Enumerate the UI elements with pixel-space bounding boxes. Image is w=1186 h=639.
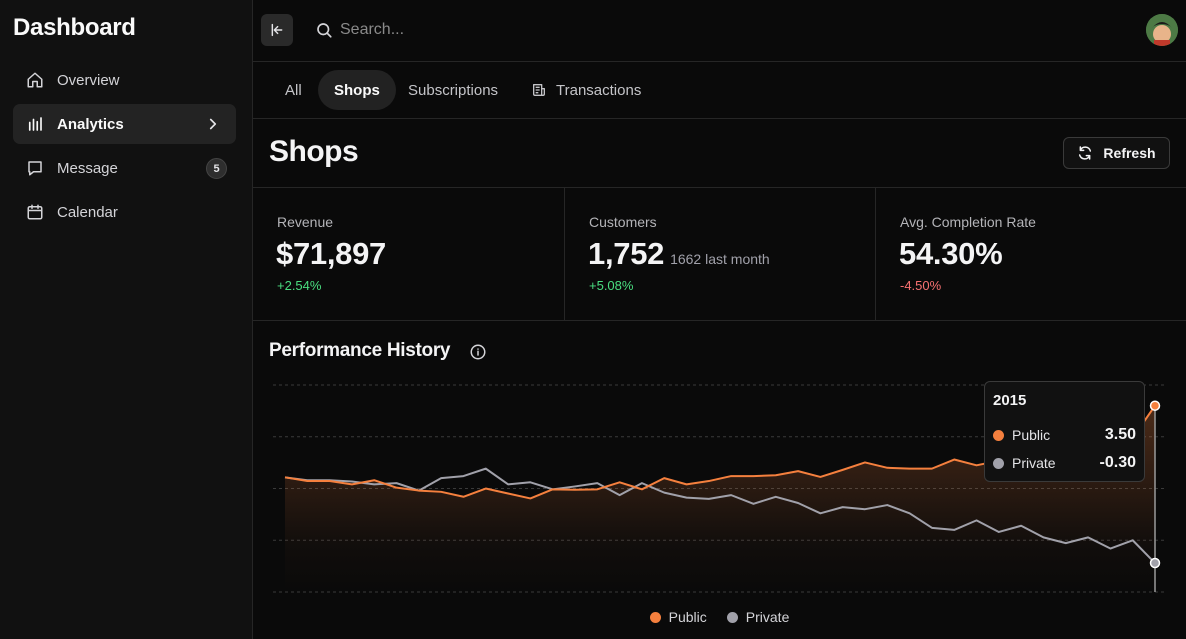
calendar-icon (26, 203, 44, 221)
tab-shops[interactable]: Shops (318, 70, 396, 110)
private-point-marker (1149, 557, 1161, 569)
legend-item-private[interactable]: Private (726, 609, 790, 625)
public-dot-icon (649, 611, 661, 623)
stat-subtext: 1662 last month (670, 251, 770, 267)
bar-chart-icon (26, 115, 44, 133)
tab-subscriptions[interactable]: Subscriptions (392, 70, 514, 110)
sidebar-item-label: Overview (57, 71, 120, 89)
message-count-badge: 5 (206, 158, 227, 179)
tooltip-series-value: 3.50 (1104, 426, 1136, 443)
stat-label: Revenue (277, 214, 334, 230)
stat-value: 1,752 1662 last month (588, 236, 770, 272)
stat-value-number: 1,752 (588, 236, 665, 271)
tab-label: Transactions (556, 81, 642, 99)
page-header: Shops Refresh (253, 119, 1186, 188)
home-icon (26, 71, 44, 89)
info-icon[interactable] (469, 343, 487, 361)
legend-label: Public (668, 609, 707, 625)
section-title: Performance History (269, 340, 451, 361)
tab-label: All (285, 81, 302, 99)
refresh-label: Refresh (1103, 145, 1156, 161)
sidebar-item-label: Message (57, 159, 118, 177)
tab-label: Subscriptions (408, 81, 499, 99)
page-title: Shops (269, 135, 359, 168)
tab-label: Shops (334, 81, 380, 99)
stat-card-completion-rate: Avg. Completion Rate 54.30% -4.50% (876, 188, 1186, 321)
tooltip-series-value: -0.30 (1099, 454, 1136, 471)
public-dot-icon (993, 429, 1004, 441)
topbar (253, 0, 1186, 62)
sidebar-item-label: Analytics (57, 115, 124, 133)
stat-label: Avg. Completion Rate (900, 214, 1036, 230)
tooltip-row-private: Private -0.30 (993, 449, 1136, 477)
stat-delta: +2.54% (277, 278, 322, 293)
sidebar-item-message[interactable]: Message 5 (13, 148, 236, 188)
legend-item-public[interactable]: Public (649, 609, 707, 625)
tab-bar: All Shops Subscriptions Transactions (253, 62, 1186, 119)
sidebar-nav: Overview Analytics Message 5 Calendar (13, 60, 236, 236)
stat-delta: -4.50% (900, 278, 942, 293)
sidebar: Dashboard Overview Analytics Message 5 (0, 0, 253, 639)
stat-card-revenue: Revenue $71,897 +2.54% (253, 188, 565, 321)
sidebar-item-calendar[interactable]: Calendar (13, 192, 236, 232)
stat-value: $71,897 (276, 236, 386, 272)
search-input[interactable] (340, 18, 640, 42)
stat-delta: +5.08% (589, 278, 634, 293)
collapse-sidebar-button[interactable] (261, 14, 293, 46)
public-area (285, 405, 1155, 592)
public-point-marker (1149, 400, 1161, 411)
stat-value: 54.30% (899, 236, 1003, 272)
chevron-right-icon (209, 118, 217, 130)
sidebar-item-analytics[interactable]: Analytics (13, 104, 236, 144)
stat-label: Customers (589, 214, 657, 230)
sidebar-item-label: Calendar (57, 203, 118, 221)
search-icon (317, 23, 332, 38)
tooltip-series-name: Private (1012, 455, 1056, 471)
stat-value-number: $71,897 (276, 236, 386, 271)
stats-row: Revenue $71,897 +2.54% Customers 1,752 16… (253, 188, 1186, 321)
chart-legend: Public Private (0, 609, 1186, 625)
app-title: Dashboard (13, 14, 136, 41)
legend-label: Private (745, 609, 790, 625)
collapse-icon (271, 23, 283, 37)
private-dot-icon (993, 457, 1004, 469)
tooltip-row-public: Public 3.50 (993, 421, 1136, 449)
sidebar-item-overview[interactable]: Overview (13, 60, 236, 100)
stat-card-customers: Customers 1,752 1662 last month +5.08% (565, 188, 876, 321)
message-icon (26, 159, 44, 177)
receipt-icon (533, 84, 545, 96)
tab-all[interactable]: All (269, 70, 318, 110)
private-series-line (284, 467, 1156, 564)
refresh-icon (1079, 146, 1092, 160)
stat-value-number: 54.30% (899, 236, 1003, 271)
chart-tooltip: 2015 Public 3.50 Private -0.30 (984, 381, 1145, 482)
tooltip-title: 2015 (993, 392, 1027, 409)
tooltip-series-name: Public (1012, 427, 1051, 443)
private-dot-icon (726, 611, 738, 623)
refresh-button[interactable]: Refresh (1063, 137, 1170, 169)
tab-transactions[interactable]: Transactions (515, 70, 657, 110)
avatar[interactable] (1146, 14, 1178, 46)
